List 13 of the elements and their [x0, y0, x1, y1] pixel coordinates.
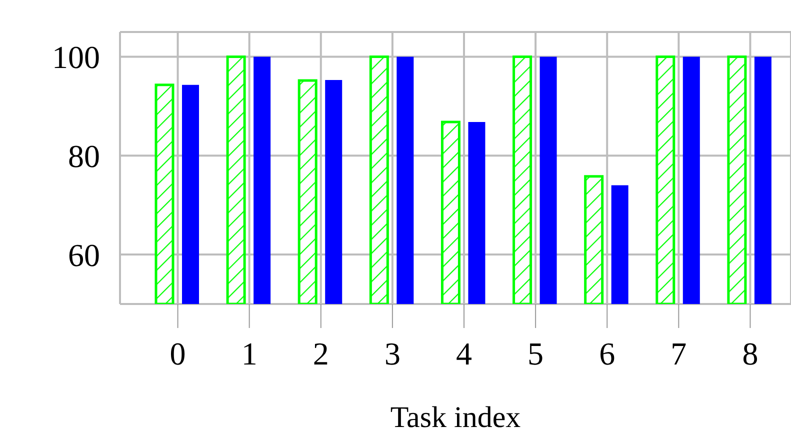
x-tick-label: 6: [599, 336, 616, 372]
x-tick-label: 3: [384, 336, 400, 372]
x-tick-label: 5: [528, 336, 544, 372]
x-tick-label: 4: [456, 336, 472, 372]
x-axis-title: Task index: [390, 401, 521, 434]
x-tick-label: 0: [170, 336, 186, 372]
x-tick-label: 1: [241, 336, 258, 372]
y-tick-label: 60: [68, 236, 100, 273]
x-tick-label: 8: [742, 336, 758, 372]
y-tick-label: 80: [68, 138, 100, 174]
y-tick-label: 100: [52, 39, 100, 76]
x-tick-label: 7: [670, 336, 687, 372]
x-tick-label: 2: [312, 336, 329, 372]
